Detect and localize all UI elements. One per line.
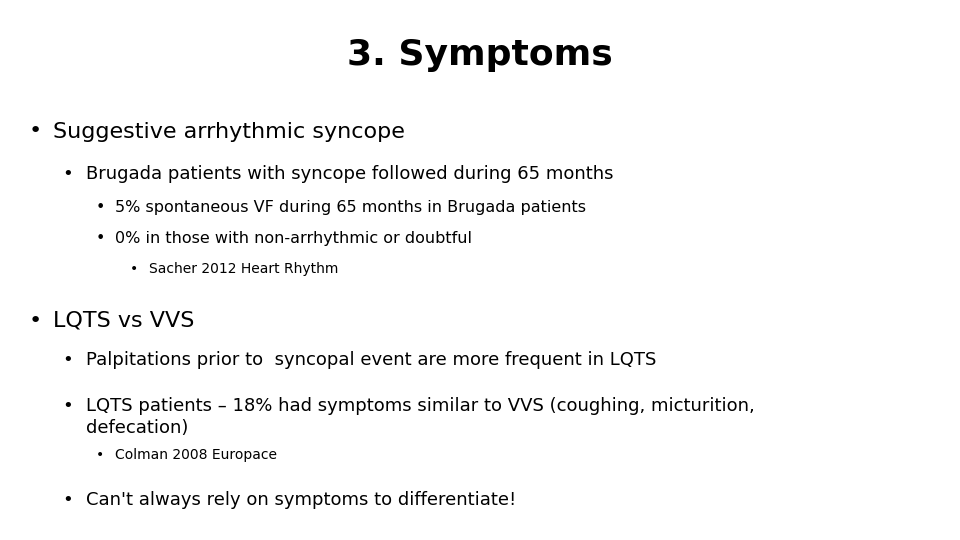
Text: Brugada patients with syncope followed during 65 months: Brugada patients with syncope followed d… — [86, 165, 613, 183]
Text: •: • — [29, 310, 42, 330]
Text: •: • — [62, 165, 73, 183]
Text: 5% spontaneous VF during 65 months in Brugada patients: 5% spontaneous VF during 65 months in Br… — [115, 200, 587, 215]
Text: LQTS vs VVS: LQTS vs VVS — [53, 310, 194, 330]
Text: Colman 2008 Europace: Colman 2008 Europace — [115, 448, 277, 462]
Text: •: • — [62, 351, 73, 369]
Text: 0% in those with non-arrhythmic or doubtful: 0% in those with non-arrhythmic or doubt… — [115, 231, 472, 246]
Text: •: • — [62, 491, 73, 509]
Text: •: • — [62, 397, 73, 415]
Text: LQTS patients – 18% had symptoms similar to VVS (coughing, micturition,
defecati: LQTS patients – 18% had symptoms similar… — [86, 397, 756, 437]
Text: Can't always rely on symptoms to differentiate!: Can't always rely on symptoms to differe… — [86, 491, 516, 509]
Text: Suggestive arrhythmic syncope: Suggestive arrhythmic syncope — [53, 122, 405, 141]
Text: •: • — [96, 448, 105, 462]
Text: •: • — [130, 262, 138, 276]
Text: Sacher 2012 Heart Rhythm: Sacher 2012 Heart Rhythm — [149, 262, 338, 276]
Text: •: • — [96, 231, 106, 246]
Text: 3. Symptoms: 3. Symptoms — [348, 38, 612, 72]
Text: •: • — [96, 200, 106, 215]
Text: •: • — [29, 122, 42, 141]
Text: Palpitations prior to  syncopal event are more frequent in LQTS: Palpitations prior to syncopal event are… — [86, 351, 657, 369]
